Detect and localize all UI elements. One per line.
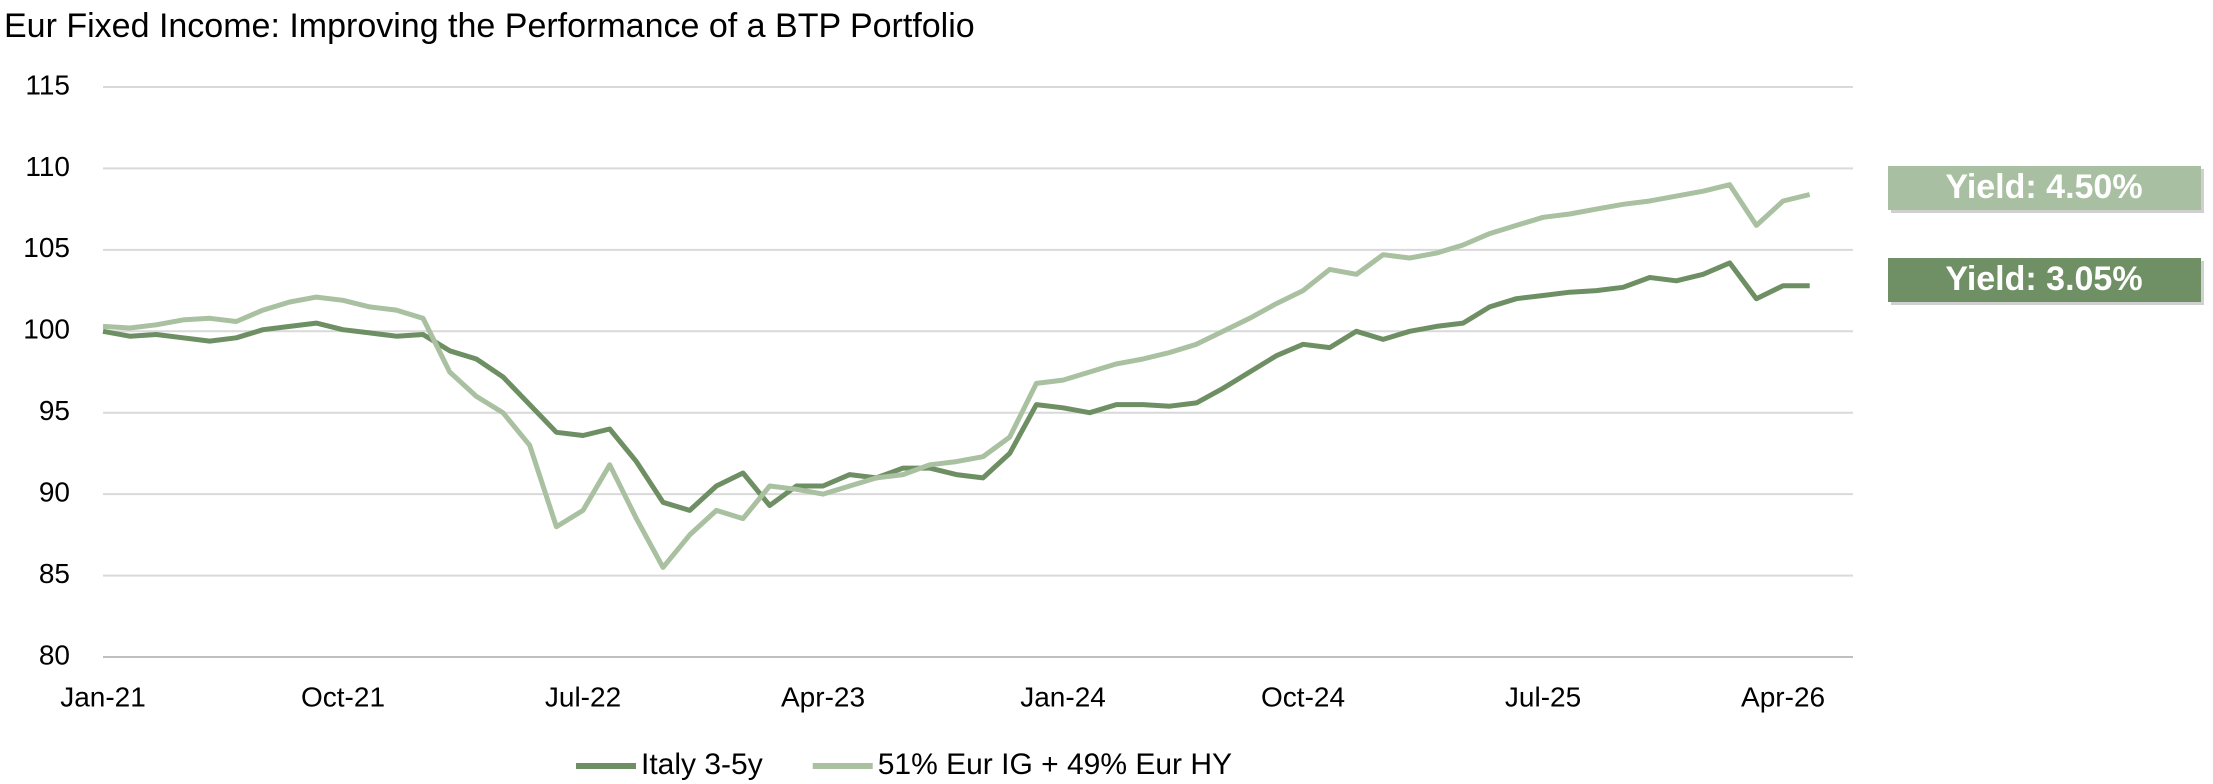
y-tick-label: 100 <box>23 314 70 345</box>
legend-label: 51% Eur IG + 49% Eur HY <box>878 748 1232 781</box>
line-series <box>102 260 1810 513</box>
annotation-text: Yield: 3.05% <box>1945 260 2142 298</box>
annotation-box <box>1888 166 2201 210</box>
x-tick-label: Jan-21 <box>60 681 146 712</box>
x-tick-label: Jul-22 <box>545 681 621 712</box>
y-tick-label: 85 <box>39 558 70 589</box>
x-tick-label: Oct-24 <box>1261 681 1345 712</box>
chart-title: Eur Fixed Income: Improving the Performa… <box>4 7 975 45</box>
y-tick-label: 80 <box>39 639 70 670</box>
line-series <box>102 182 1811 570</box>
x-tick-label: Jan-24 <box>1020 681 1106 712</box>
y-tick-label: 105 <box>23 232 70 263</box>
annotation-box <box>1888 258 2201 302</box>
x-tick-label: Apr-26 <box>1741 681 1825 712</box>
x-tick-label: Oct-21 <box>301 681 385 712</box>
legend-label: Italy 3-5y <box>641 748 763 781</box>
legend: Italy 3-5y 51% Eur IG + 49% Eur HY <box>576 748 1232 781</box>
y-tick-label: 110 <box>25 151 70 182</box>
x-tick-label: Jul-25 <box>1505 681 1581 712</box>
y-tick-label: 95 <box>39 395 70 426</box>
y-tick-label: 90 <box>39 477 70 508</box>
x-tick-label: Apr-23 <box>781 681 865 712</box>
annotation-text: Yield: 4.50% <box>1945 168 2142 206</box>
y-tick-label: 115 <box>25 69 70 100</box>
